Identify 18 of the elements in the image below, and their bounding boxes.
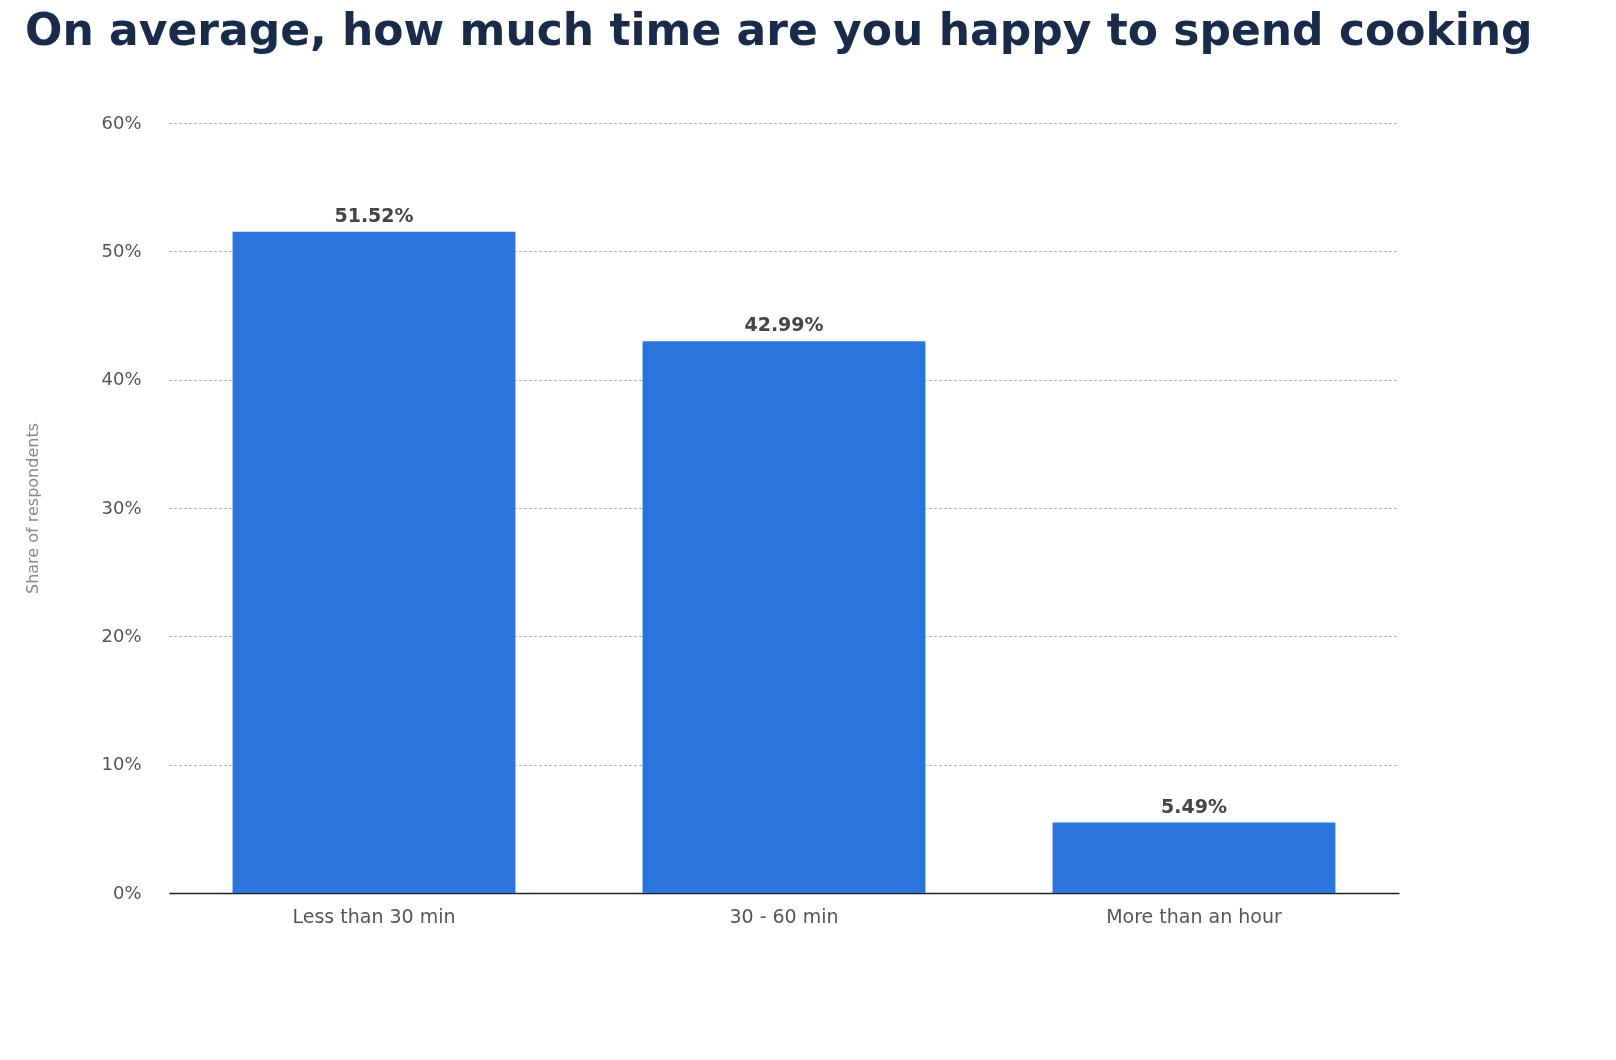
- bar: [642, 341, 926, 893]
- bar: [232, 231, 516, 893]
- y-tick-label: 30%: [101, 496, 142, 518]
- data-label: 51.52%: [334, 203, 414, 226]
- y-tick-label: 60%: [101, 111, 142, 133]
- x-tick-label: More than an hour: [1106, 904, 1282, 927]
- y-tick-label: 50%: [101, 239, 142, 261]
- y-tick-label: 0%: [112, 881, 142, 903]
- bar: [1052, 822, 1336, 893]
- y-tick-label: 10%: [101, 753, 142, 775]
- data-label: 5.49%: [1161, 794, 1227, 817]
- y-tick-label: 40%: [101, 368, 142, 390]
- x-tick-label: 30 - 60 min: [729, 904, 839, 927]
- chart-title: On average, how much time are you happy to spend cooking: [24, 4, 1533, 55]
- x-tick-label: Less than 30 min: [292, 904, 456, 927]
- data-label: 42.99%: [744, 313, 824, 336]
- y-axis-title: Share of respondents: [23, 422, 43, 595]
- y-tick-label: 20%: [101, 624, 142, 646]
